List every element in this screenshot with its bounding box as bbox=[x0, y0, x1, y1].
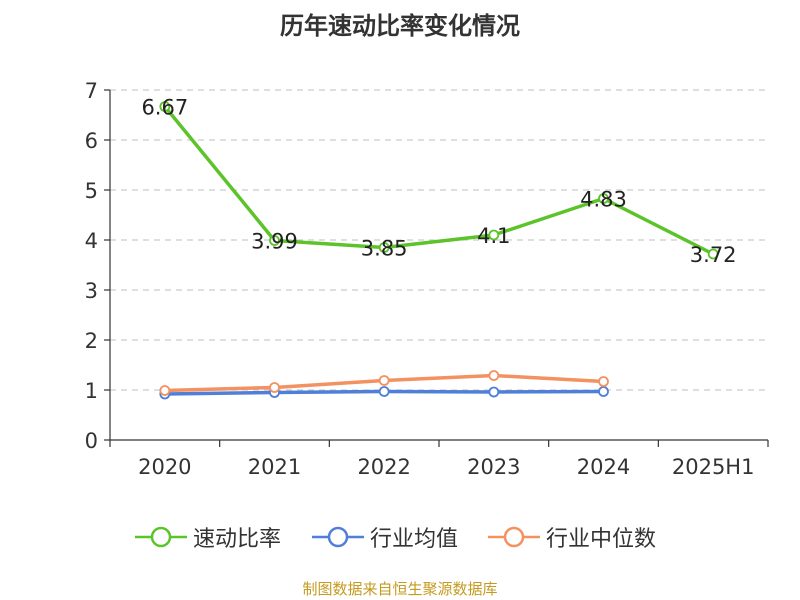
series-point-1 bbox=[488, 386, 500, 398]
legend-item[interactable]: 行业中位数 bbox=[486, 522, 656, 552]
y-tick-label: 3 bbox=[85, 279, 98, 303]
legend-marker-icon bbox=[488, 526, 540, 548]
series-point-0 bbox=[488, 229, 500, 241]
y-tick-label: 7 bbox=[85, 79, 98, 103]
y-tick-label: 1 bbox=[85, 379, 98, 403]
y-tick-label: 6 bbox=[85, 129, 98, 153]
series-point-0 bbox=[707, 248, 719, 260]
y-tick-label: 0 bbox=[85, 429, 98, 453]
series-lines bbox=[159, 101, 719, 400]
data-label: 6.67 bbox=[141, 96, 188, 120]
series-point-0 bbox=[598, 193, 609, 204]
chart-title: 历年速动比率变化情况 bbox=[280, 12, 520, 40]
x-tick-label: 2022 bbox=[357, 455, 410, 479]
series-point-1 bbox=[598, 386, 609, 397]
series-point-0 bbox=[159, 101, 171, 112]
legend: 速动比率 行业均值 行业中位数 bbox=[0, 522, 800, 552]
axes: 0 1 2 3 4 5 6 7 2020 2021 2022 2023 2024 2025H1 bbox=[85, 79, 769, 479]
data-label: 3.85 bbox=[361, 237, 408, 261]
series-point-2 bbox=[269, 382, 280, 393]
legend-item[interactable]: 速动比率 bbox=[133, 522, 281, 552]
data-label: 4.83 bbox=[580, 188, 627, 212]
x-tick-label: 2024 bbox=[577, 455, 630, 479]
x-tick-label: 2025H1 bbox=[672, 455, 755, 479]
y-tick-label: 5 bbox=[85, 179, 98, 203]
source-note: 制图数据来自恒生聚源数据库 bbox=[302, 580, 498, 598]
series-point-2 bbox=[598, 376, 609, 387]
series-point-1 bbox=[378, 386, 390, 397]
legend-label: 行业中位数 bbox=[546, 527, 657, 552]
data-label: 3.72 bbox=[690, 243, 737, 267]
legend-label: 行业均值 bbox=[370, 527, 459, 552]
legend-marker-icon bbox=[135, 526, 187, 548]
legend-label: 速动比率 bbox=[193, 527, 282, 552]
series-point-2 bbox=[488, 370, 500, 381]
series-point-2 bbox=[159, 385, 171, 396]
legend-marker-icon bbox=[312, 526, 364, 548]
legend-item[interactable]: 行业均值 bbox=[310, 522, 458, 552]
y-tick-label: 4 bbox=[85, 229, 98, 253]
x-tick-label: 2023 bbox=[467, 455, 520, 479]
y-tick-label: 2 bbox=[85, 329, 98, 353]
data-label: 3.99 bbox=[251, 230, 298, 254]
data-labels: 6.67 3.99 3.85 4.1 4.83 3.72 bbox=[141, 96, 736, 268]
series-point-0 bbox=[378, 242, 390, 253]
x-tick-label: 2020 bbox=[138, 455, 191, 479]
series-line-0 bbox=[163, 105, 714, 256]
x-tick-label: 2021 bbox=[248, 455, 301, 479]
series-point-2 bbox=[378, 375, 390, 386]
series-point-0 bbox=[269, 235, 280, 246]
data-label: 4.1 bbox=[477, 224, 510, 248]
